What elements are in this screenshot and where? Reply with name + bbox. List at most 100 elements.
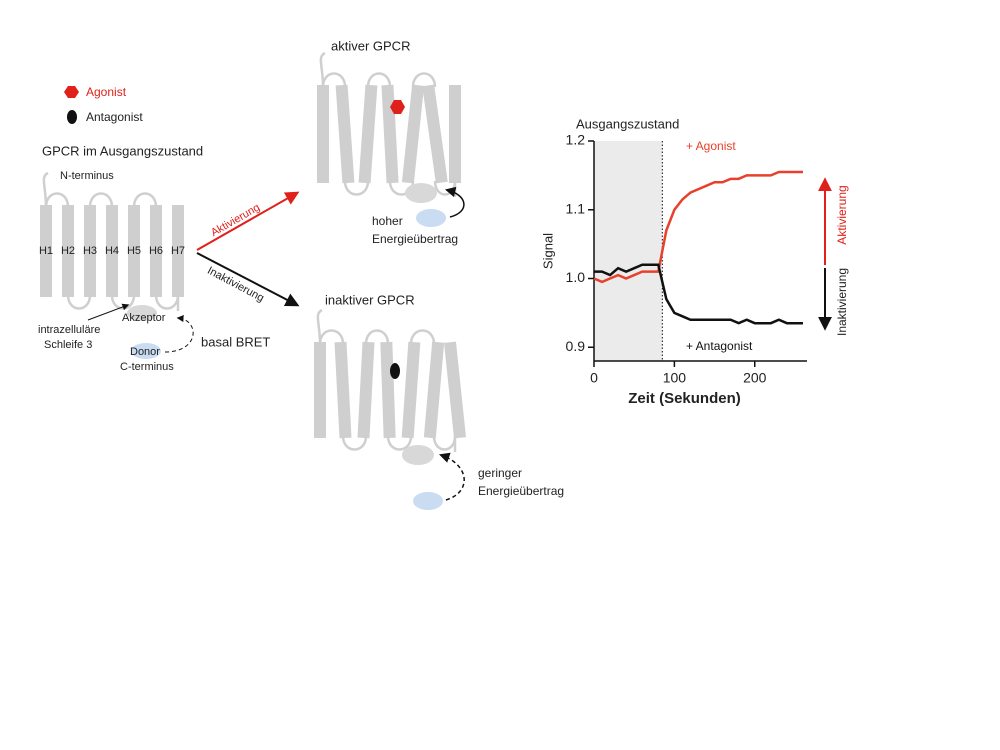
series-line [593, 170, 803, 284]
baseline-region [594, 141, 663, 361]
n-terminus-tail [316, 308, 323, 345]
inactivation-side-label: Inaktivierung [835, 268, 849, 336]
helix [334, 341, 352, 439]
helix-label: H4 [105, 245, 119, 257]
x-axis-label: Zeit (Sekunden) [628, 390, 741, 407]
intracellular-loop [386, 435, 413, 451]
extracellular-loop [366, 72, 392, 88]
helix-label: H6 [149, 245, 163, 257]
donor [131, 343, 161, 359]
extracellular-loop [409, 329, 436, 345]
extracellular-loop [88, 192, 114, 208]
intracellular-loop [432, 435, 457, 451]
helix-label: H5 [127, 245, 141, 257]
x-tick-label: 100 [663, 370, 687, 386]
helix-label: H7 [171, 245, 185, 257]
inactive-transfer-2: Energieübertrag [478, 484, 564, 498]
helix [401, 341, 421, 439]
helix [128, 205, 140, 297]
activation-label: Aktivierung [209, 202, 262, 240]
loop-label-1: intrazelluläre [38, 324, 100, 336]
helix [335, 84, 355, 184]
low-transfer-arrow [439, 452, 465, 501]
helix [422, 84, 448, 184]
inactive-transfer-1: geringer [478, 466, 522, 480]
helix [380, 341, 396, 439]
n-terminus: N-terminus [60, 170, 114, 182]
helix-label: H1 [39, 245, 53, 257]
helix [40, 205, 52, 297]
acceptor [127, 305, 157, 321]
active-donor [416, 209, 446, 227]
inactive-title: inaktiver GPCR [325, 292, 415, 307]
resting-gpcr: H1 H2 H3 H4 H5 H6 H7 [39, 171, 185, 311]
series-label: + Agonist [686, 139, 736, 153]
helix [401, 84, 425, 184]
y-tick-label: 1.1 [566, 200, 586, 216]
bound-agonist [390, 100, 405, 114]
resting-title: GPCR im Ausgangszustand [42, 143, 203, 158]
n-terminus-tail [42, 171, 49, 208]
bound-antagonist [390, 363, 400, 379]
legend-agonist: Agonist [86, 85, 127, 99]
loop-label-2: Schleife 3 [44, 339, 92, 351]
inactive-gpcr [314, 308, 466, 452]
helix-label: H3 [83, 245, 97, 257]
n-terminus-tail [319, 51, 326, 88]
bret-label: basal BRET [201, 334, 270, 349]
x-tick-label: 0 [590, 370, 598, 386]
x-tick-label: 200 [743, 370, 767, 386]
active-title: aktiver GPCR [331, 38, 410, 53]
helix [150, 205, 162, 297]
intracellular-loop [341, 435, 368, 451]
y-axis-label: Signal [540, 233, 555, 269]
diagram: Agonist Antagonist GPCR im Ausgangszusta… [38, 38, 564, 510]
extracellular-loop [321, 72, 347, 88]
agonist-icon [64, 86, 79, 98]
helix-label: H2 [61, 245, 75, 257]
intracellular-loop [154, 294, 180, 310]
donor-label: Donor [130, 346, 160, 358]
antagonist-icon [67, 110, 77, 124]
helix [314, 342, 326, 438]
series-line [594, 263, 803, 325]
activation-arrow [196, 191, 300, 251]
acceptor-label: Akzeptor [122, 312, 166, 324]
helix [381, 84, 399, 184]
extracellular-loop [132, 192, 158, 208]
extracellular-loop [318, 329, 345, 345]
intracellular-loop [66, 294, 92, 310]
extracellular-loop [411, 72, 437, 88]
series-label: + Antagonist [686, 339, 753, 353]
helix [172, 205, 184, 297]
active-acceptor [405, 183, 437, 203]
chart-title: Ausgangszustand [576, 116, 679, 131]
extracellular-loop [364, 329, 390, 345]
helix [358, 84, 378, 184]
activation-side-label: Aktivierung [835, 185, 849, 244]
bret-arrow [164, 315, 194, 353]
inactive-donor [413, 492, 443, 510]
helix [449, 85, 461, 183]
legend-antagonist: Antagonist [86, 110, 143, 124]
loop-pointer [87, 303, 130, 321]
y-tick-label: 1.2 [566, 132, 586, 148]
intracellular-loop [343, 180, 370, 196]
helix [84, 205, 96, 297]
helix [317, 85, 329, 183]
inactivation-arrow [196, 252, 300, 307]
active-transfer-2: Energieübertrag [372, 232, 458, 246]
helix [62, 205, 74, 297]
y-tick-label: 1.0 [566, 269, 586, 285]
y-tick-label: 0.9 [566, 338, 586, 354]
active-transfer-1: hoher [372, 214, 403, 228]
extracellular-loop [44, 192, 70, 208]
helix [444, 341, 466, 439]
high-transfer-arrow [444, 186, 465, 218]
c-terminus-label: C-terminus [120, 361, 174, 373]
active-gpcr [317, 51, 461, 197]
helix [106, 205, 118, 297]
helix [357, 341, 375, 439]
